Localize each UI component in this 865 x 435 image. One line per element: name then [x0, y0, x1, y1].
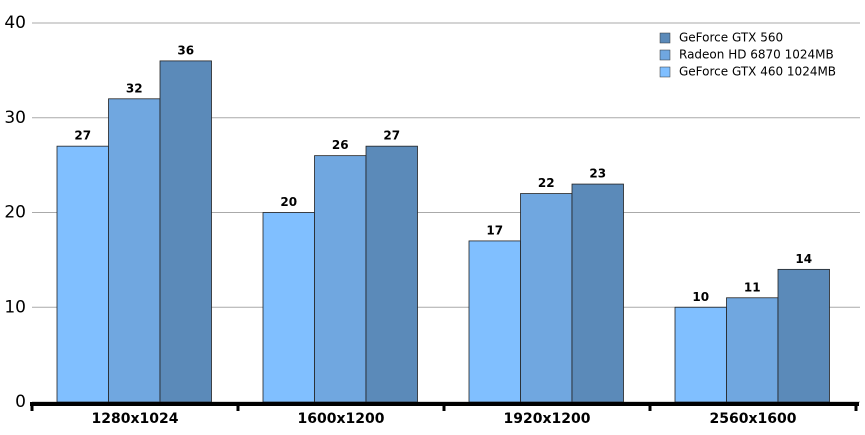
value-label: 23 [589, 167, 606, 181]
bar [159, 60, 212, 403]
x-tick-label: 1280x1024 [92, 411, 179, 427]
value-label: 11 [744, 280, 761, 294]
value-label: 14 [795, 252, 812, 266]
bar [674, 306, 727, 403]
value-label: 26 [332, 138, 349, 152]
y-tick-label: 30 [4, 108, 26, 128]
bar [56, 145, 109, 403]
bar [262, 212, 315, 403]
bar [468, 240, 521, 403]
x-tick-label: 1600x1200 [298, 411, 385, 427]
legend-label: GeForce GTX 560 [679, 31, 783, 45]
value-label: 27 [383, 129, 400, 143]
legend-swatch [659, 49, 671, 61]
bar [777, 268, 830, 403]
x-tick-label: 1920x1200 [504, 411, 591, 427]
bar [571, 183, 624, 403]
bar [314, 155, 367, 403]
value-label: 27 [74, 129, 91, 143]
value-label: 22 [538, 176, 555, 190]
y-tick-label: 20 [4, 203, 26, 223]
y-tick-label: 0 [15, 392, 26, 412]
value-label: 10 [692, 290, 709, 304]
y-tick-label: 40 [4, 13, 26, 33]
y-tick-label: 10 [4, 297, 26, 317]
x-tick-label: 2560x1600 [710, 411, 797, 427]
value-label: 20 [280, 195, 297, 209]
legend-swatch [659, 32, 671, 44]
legend-label: GeForce GTX 460 1024MB [679, 65, 836, 79]
legend-label: Radeon HD 6870 1024MB [679, 48, 834, 62]
value-label: 36 [177, 43, 194, 57]
legend-swatch [659, 66, 671, 78]
bar [108, 98, 161, 403]
bar [726, 297, 779, 403]
bar [520, 193, 573, 403]
bar [365, 145, 418, 403]
value-label: 17 [486, 223, 503, 237]
value-label: 32 [126, 81, 143, 95]
